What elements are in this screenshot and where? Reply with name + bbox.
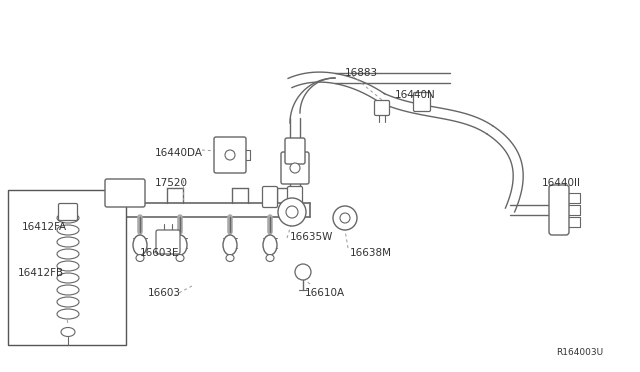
- Text: 16440II: 16440II: [542, 178, 581, 188]
- Ellipse shape: [57, 261, 79, 271]
- Ellipse shape: [57, 297, 79, 307]
- Text: 16610A: 16610A: [305, 288, 345, 298]
- FancyBboxPatch shape: [413, 93, 431, 112]
- FancyBboxPatch shape: [285, 138, 305, 164]
- FancyBboxPatch shape: [374, 100, 390, 115]
- FancyBboxPatch shape: [58, 203, 77, 221]
- Ellipse shape: [136, 254, 144, 262]
- Circle shape: [278, 198, 306, 226]
- FancyBboxPatch shape: [281, 152, 309, 184]
- Ellipse shape: [57, 285, 79, 295]
- Ellipse shape: [223, 235, 237, 255]
- Text: 16440DA: 16440DA: [155, 148, 203, 158]
- Circle shape: [333, 206, 357, 230]
- FancyBboxPatch shape: [262, 186, 278, 208]
- Bar: [8, 190, 126, 345]
- Text: R164003U: R164003U: [556, 348, 603, 357]
- Ellipse shape: [57, 249, 79, 259]
- Text: 16635W: 16635W: [290, 232, 333, 242]
- Ellipse shape: [173, 235, 187, 255]
- Ellipse shape: [57, 237, 79, 247]
- Ellipse shape: [57, 273, 79, 283]
- FancyBboxPatch shape: [549, 185, 569, 235]
- Circle shape: [290, 163, 300, 173]
- Circle shape: [225, 150, 235, 160]
- Ellipse shape: [133, 235, 147, 255]
- Ellipse shape: [226, 254, 234, 262]
- Text: 16412FB: 16412FB: [18, 268, 64, 278]
- Circle shape: [340, 213, 350, 223]
- Ellipse shape: [266, 254, 274, 262]
- Ellipse shape: [61, 327, 75, 337]
- Circle shape: [286, 206, 298, 218]
- Text: 16440N: 16440N: [395, 90, 436, 100]
- Text: 17520: 17520: [155, 178, 188, 188]
- FancyBboxPatch shape: [105, 179, 145, 207]
- Ellipse shape: [57, 309, 79, 319]
- Ellipse shape: [176, 254, 184, 262]
- FancyBboxPatch shape: [287, 186, 303, 208]
- Text: 16883: 16883: [345, 68, 378, 78]
- Ellipse shape: [57, 213, 79, 223]
- Text: 16638M: 16638M: [350, 248, 392, 258]
- FancyBboxPatch shape: [214, 137, 246, 173]
- Text: 16412FA: 16412FA: [22, 222, 67, 232]
- Text: 16603E: 16603E: [140, 248, 179, 258]
- Text: 16603: 16603: [148, 288, 181, 298]
- Ellipse shape: [263, 235, 277, 255]
- Circle shape: [295, 264, 311, 280]
- Ellipse shape: [57, 225, 79, 235]
- FancyBboxPatch shape: [156, 230, 180, 254]
